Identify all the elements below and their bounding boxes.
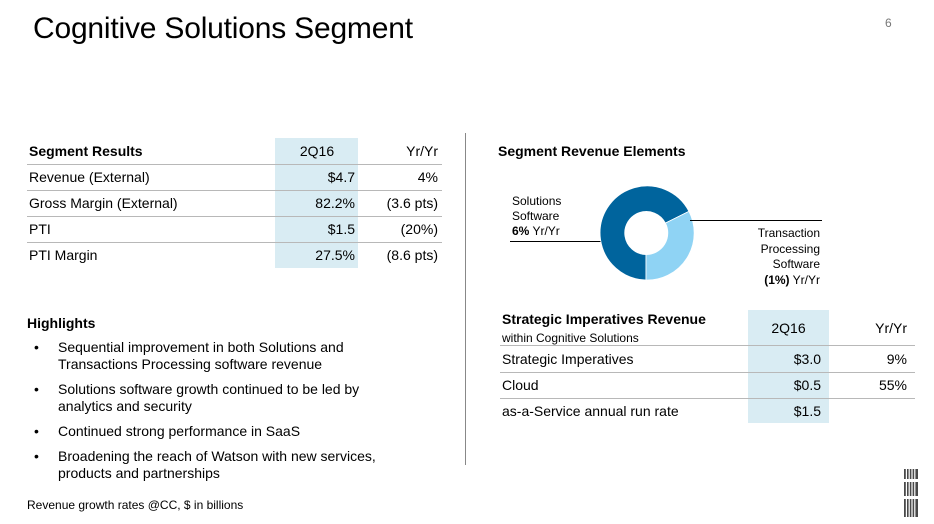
table-row: Strategic Imperatives $3.0 9% [500, 346, 915, 373]
row-label: Gross Margin (External) [29, 195, 178, 211]
table-row: Cloud $0.5 55% [500, 372, 915, 399]
footnote: Revenue growth rates @CC, $ in billions [27, 498, 244, 512]
list-item: • Sequential improvement in both Solutio… [30, 339, 430, 373]
label-line: Solutions [512, 194, 562, 208]
quarter-column-header: 2Q16 [299, 143, 335, 159]
highlights-heading: Highlights [27, 315, 96, 331]
row-label: Revenue (External) [29, 169, 150, 185]
bullet-marker: • [34, 339, 39, 355]
segment-results-heading: Segment Results [29, 143, 143, 159]
highlights-list: • Sequential improvement in both Solutio… [30, 339, 430, 490]
si-header-rule [500, 345, 915, 346]
bullet-line: Broadening the reach of Watson with new … [58, 448, 376, 464]
si-yr-yr-column-header: Yr/Yr [875, 320, 907, 336]
row-quarter-value: $0.5 [793, 377, 821, 393]
page-number: 6 [885, 16, 892, 30]
row-yr-yr-value: (3.6 pts) [386, 195, 438, 211]
solutions-software-label: Solutions Software 6% Yr/Yr [512, 194, 561, 239]
solutions-software-slice [599, 185, 690, 281]
label-growth-line: 6% Yr/Yr [512, 224, 561, 239]
label-line: Software [512, 209, 560, 223]
segment-revenue-elements-heading: Segment Revenue Elements [498, 143, 686, 159]
row-yr-yr-value: (20%) [400, 221, 438, 237]
row-label: as-a-Service annual run rate [502, 403, 679, 419]
row-quarter-value: $1.5 [793, 403, 821, 419]
row-quarter-value: 82.2% [315, 195, 355, 211]
tps-leader-line [690, 220, 822, 221]
row-label: PTI [29, 221, 51, 237]
ibm-logo [904, 468, 918, 518]
transaction-processing-slice [645, 210, 695, 281]
row-yr-yr-value: 4% [417, 169, 438, 185]
bullet-line: Sequential improvement in both Solutions… [58, 339, 344, 355]
table-row: PTI Margin 27.5% (8.6 pts) [27, 242, 442, 268]
row-label: Strategic Imperatives [502, 351, 634, 367]
list-item: • Continued strong performance in SaaS [30, 423, 430, 440]
label-line: Processing [760, 241, 820, 256]
bullet-marker: • [34, 448, 39, 464]
table-row: Revenue (External) $4.7 4% [27, 164, 442, 191]
si-quarter-column-header: 2Q16 [771, 320, 806, 336]
slide-title: Cognitive Solutions Segment [33, 12, 413, 45]
tps-growth-value: (1%) [764, 272, 790, 287]
growth-suffix: Yr/Yr [529, 224, 560, 238]
revenue-mix-donut [599, 185, 695, 281]
list-item: • Broadening the reach of Watson with ne… [30, 448, 430, 482]
ibm-logo-stripes [905, 468, 916, 518]
list-item: • Solutions software growth continued to… [30, 381, 430, 415]
bullet-marker: • [34, 423, 39, 439]
table-row: Gross Margin (External) 82.2% (3.6 pts) [27, 190, 442, 217]
table-row: PTI $1.5 (20%) [27, 216, 442, 243]
row-label: Cloud [502, 377, 539, 393]
row-yr-yr-value: 9% [886, 351, 907, 367]
bullet-line: Continued strong performance in SaaS [58, 423, 301, 439]
solutions-leader-line [510, 241, 602, 242]
table-row: as-a-Service annual run rate $1.5 [500, 398, 915, 424]
bullet-line: Solutions software growth continued to b… [58, 381, 360, 397]
row-quarter-value: $4.7 [327, 169, 355, 185]
si-quarter-column-highlight [748, 310, 829, 423]
bullet-marker: • [34, 381, 39, 397]
row-yr-yr-value: 55% [878, 377, 907, 393]
table-header-row: Segment Results 2Q16 Yr/Yr [27, 138, 442, 165]
strategic-imperatives-heading: Strategic Imperatives Revenue [502, 311, 706, 327]
transaction-processing-label: Transaction Processing Software (1%) Yr/… [730, 226, 820, 288]
label-growth-line: (1%) Yr/Yr [730, 273, 820, 289]
row-label: PTI Margin [29, 247, 98, 263]
row-quarter-value: $3.0 [793, 351, 821, 367]
solutions-growth-value: 6% [512, 224, 530, 238]
strategic-imperatives-subheading: within Cognitive Solutions [502, 331, 639, 345]
yr-yr-column-header: Yr/Yr [406, 143, 438, 159]
bullet-line: analytics and security [58, 398, 192, 414]
column-divider [465, 133, 466, 465]
growth-suffix: Yr/Yr [789, 272, 820, 287]
label-line: Transaction [757, 226, 820, 240]
row-quarter-value: 27.5% [315, 247, 355, 263]
bullet-line: Transactions Processing software revenue [58, 356, 323, 372]
row-quarter-value: $1.5 [327, 221, 355, 237]
current-quarter-column-highlight [275, 138, 358, 268]
label-line: Software [772, 257, 820, 271]
bullet-line: products and partnerships [58, 465, 220, 481]
row-yr-yr-value: (8.6 pts) [386, 247, 438, 263]
